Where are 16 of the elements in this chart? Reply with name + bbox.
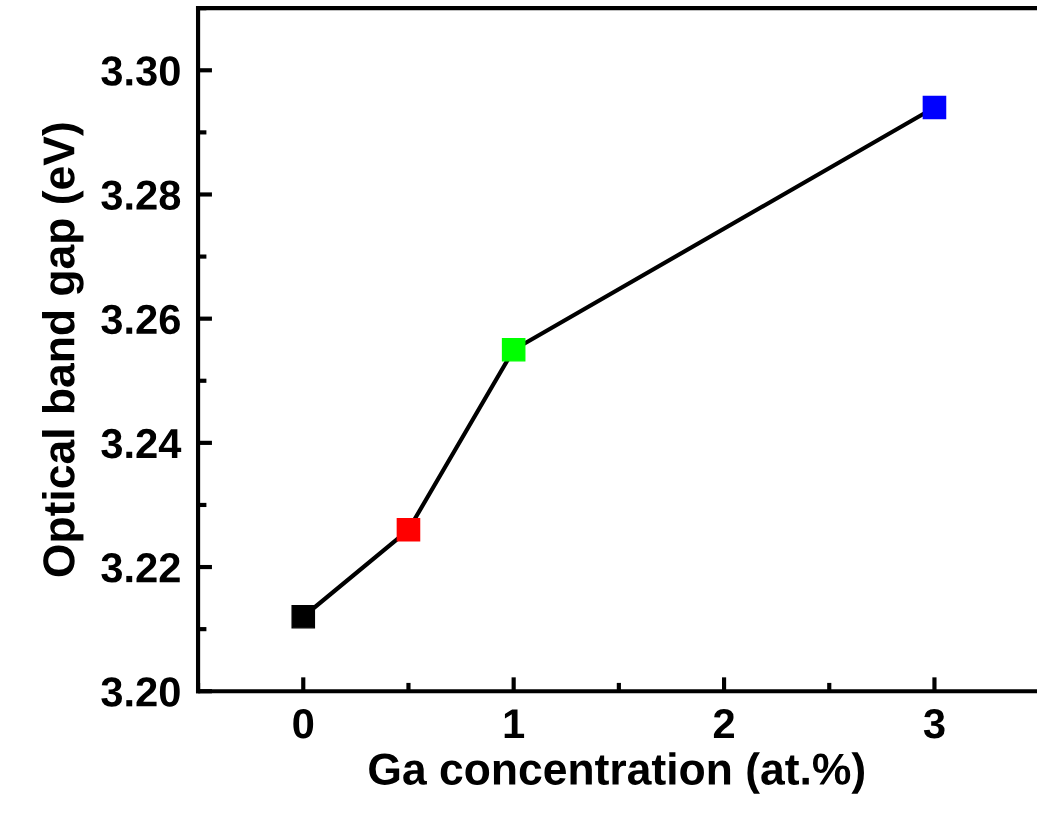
y-tick-label: 3.24: [101, 428, 182, 459]
point: [291, 604, 316, 629]
x-tick-label: 0: [293, 709, 314, 739]
point: [922, 95, 947, 120]
x-tick-label: 2: [713, 709, 734, 739]
y-tick-label: 3.30: [101, 56, 180, 86]
point: [396, 517, 421, 542]
x-tick-label: 1: [504, 709, 525, 739]
point: [501, 337, 526, 362]
y-axis-title: Optical band gap (eV): [42, 123, 84, 577]
y-tick-label: 3.28: [101, 180, 181, 211]
x-axis-title: Ga concentration (at.%): [369, 752, 864, 794]
y-tick-label: 3.20: [101, 677, 180, 707]
y-tick-label: 3.26: [101, 304, 180, 335]
x-tick-label: 3: [923, 709, 945, 739]
y-tick-label: 3.22: [101, 553, 180, 583]
